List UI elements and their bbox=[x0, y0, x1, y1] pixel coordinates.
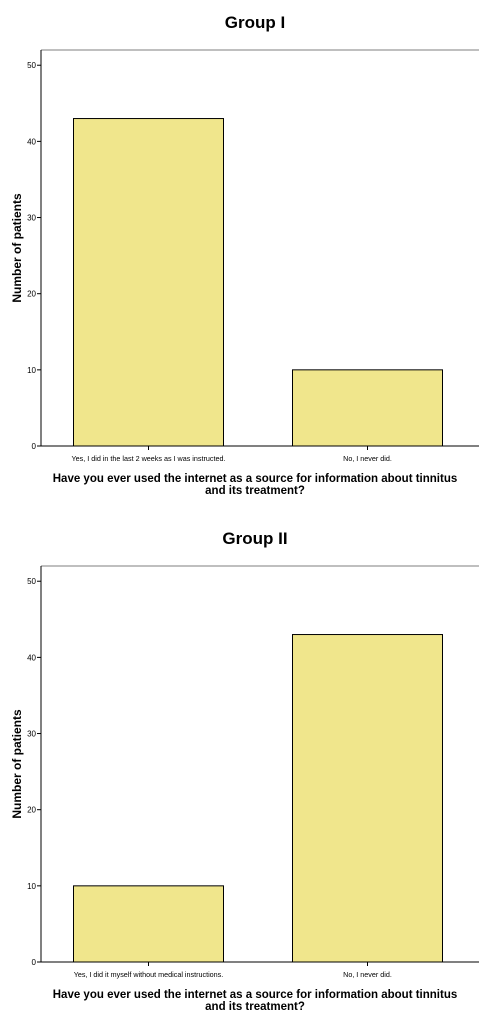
bar bbox=[292, 634, 443, 963]
y-tick-label: 30 bbox=[27, 214, 36, 223]
y-tick-label: 10 bbox=[27, 882, 36, 891]
chart-group-2: Group II 0 10 20 30 40 50 Number of patients Yes… bbox=[0, 516, 479, 1031]
x-axis-label: and its treatment? bbox=[205, 485, 305, 497]
y-tick-label: 40 bbox=[27, 137, 36, 146]
chart-group-1: Group I 0 10 20 30 40 50 Number of patients Yes,… bbox=[0, 0, 479, 515]
y-tick-label: 30 bbox=[27, 730, 36, 739]
y-tick-label: 0 bbox=[32, 442, 37, 451]
chart-title: Group II bbox=[222, 529, 287, 548]
x-tick-label: Yes, I did in the last 2 weeks as I was … bbox=[72, 454, 226, 463]
y-tick-label: 0 bbox=[32, 958, 37, 967]
y-tick-label: 40 bbox=[27, 653, 36, 662]
bar bbox=[292, 369, 443, 447]
bar bbox=[73, 118, 224, 447]
y-axis-label: Number of patients bbox=[10, 709, 24, 819]
y-axis-label: Number of patients bbox=[10, 193, 24, 303]
bar-chart-svg: Group II 0 10 20 30 40 50 Number of patients Yes… bbox=[10, 529, 479, 1013]
y-tick-label: 50 bbox=[27, 61, 36, 70]
x-axis-label: and its treatment? bbox=[205, 1001, 305, 1013]
x-tick-label: No, I never did. bbox=[343, 454, 392, 463]
x-axis-label: Have you ever used the internet as a sou… bbox=[53, 473, 458, 485]
y-tick-label: 20 bbox=[27, 806, 36, 815]
bar-chart-svg: Group I 0 10 20 30 40 50 Number of patients Yes,… bbox=[10, 13, 479, 497]
bar bbox=[73, 885, 224, 963]
y-tick-label: 20 bbox=[27, 290, 36, 299]
y-tick-label: 50 bbox=[27, 577, 36, 586]
x-tick-label: Yes, I did it myself without medical ins… bbox=[74, 970, 224, 979]
x-tick-label: No, I never did. bbox=[343, 970, 392, 979]
x-axis-label: Have you ever used the internet as a sou… bbox=[53, 989, 458, 1001]
y-tick-label: 10 bbox=[27, 366, 36, 375]
chart-title: Group I bbox=[225, 13, 285, 32]
